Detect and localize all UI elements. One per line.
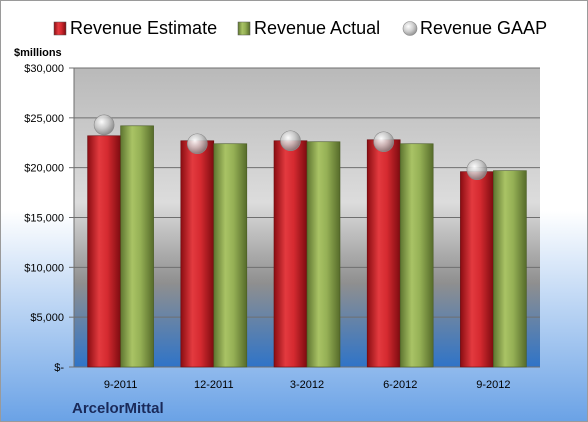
legend-label: Revenue Actual xyxy=(254,18,380,38)
actual-bar xyxy=(399,143,434,368)
y-axis-label: $millions xyxy=(14,47,62,59)
company-name: ArcelorMittal xyxy=(72,400,164,417)
estimate-bar xyxy=(87,135,121,368)
y-axis-tick-labels: $- $5,000 $10,000 $15,000 $20,000 $25,000 $30,… xyxy=(24,63,64,374)
estimate-bar xyxy=(180,140,215,368)
gaap-points xyxy=(93,114,488,180)
x-tick-label: 9-2011 xyxy=(104,379,137,391)
actual-bar xyxy=(306,141,341,368)
y-tick-label: $10,000 xyxy=(24,262,64,274)
x-tick-label: 6-2012 xyxy=(383,379,417,391)
legend-label: Revenue GAAP xyxy=(420,18,547,38)
estimate-bar xyxy=(273,140,308,368)
x-axis-tick-labels: 9-2011 12-2011 3-2012 6-2012 9-2012 xyxy=(104,379,511,391)
y-tick-label: $- xyxy=(54,362,64,374)
gaap-point xyxy=(280,130,301,152)
y-tick-label: $30,000 xyxy=(24,63,64,75)
x-tick-label: 9-2012 xyxy=(476,379,510,391)
legend-swatch xyxy=(53,21,67,36)
gaap-point xyxy=(93,114,115,136)
x-tick-label: 12-2011 xyxy=(194,379,234,391)
legend-swatch xyxy=(237,21,251,36)
y-tick-label: $15,000 xyxy=(24,213,64,225)
gaap-point xyxy=(466,159,488,180)
gaap-point xyxy=(373,131,395,153)
estimate-bar xyxy=(366,139,401,368)
actual-bar xyxy=(120,125,154,368)
bar-series xyxy=(87,125,527,368)
y-tick-label: $25,000 xyxy=(24,113,64,125)
x-tick-label: 3-2012 xyxy=(290,379,324,391)
legend-label: Revenue Estimate xyxy=(70,18,217,38)
actual-bar xyxy=(493,170,527,368)
y-tick-label: $20,000 xyxy=(24,163,64,175)
estimate-bar xyxy=(460,171,494,368)
gaap-point xyxy=(187,133,208,155)
actual-bar xyxy=(213,143,248,368)
legend: Revenue Estimate Revenue Actual Revenue GA… xyxy=(53,18,547,38)
legend-swatch xyxy=(402,21,418,36)
y-tick-label: $5,000 xyxy=(30,312,64,324)
